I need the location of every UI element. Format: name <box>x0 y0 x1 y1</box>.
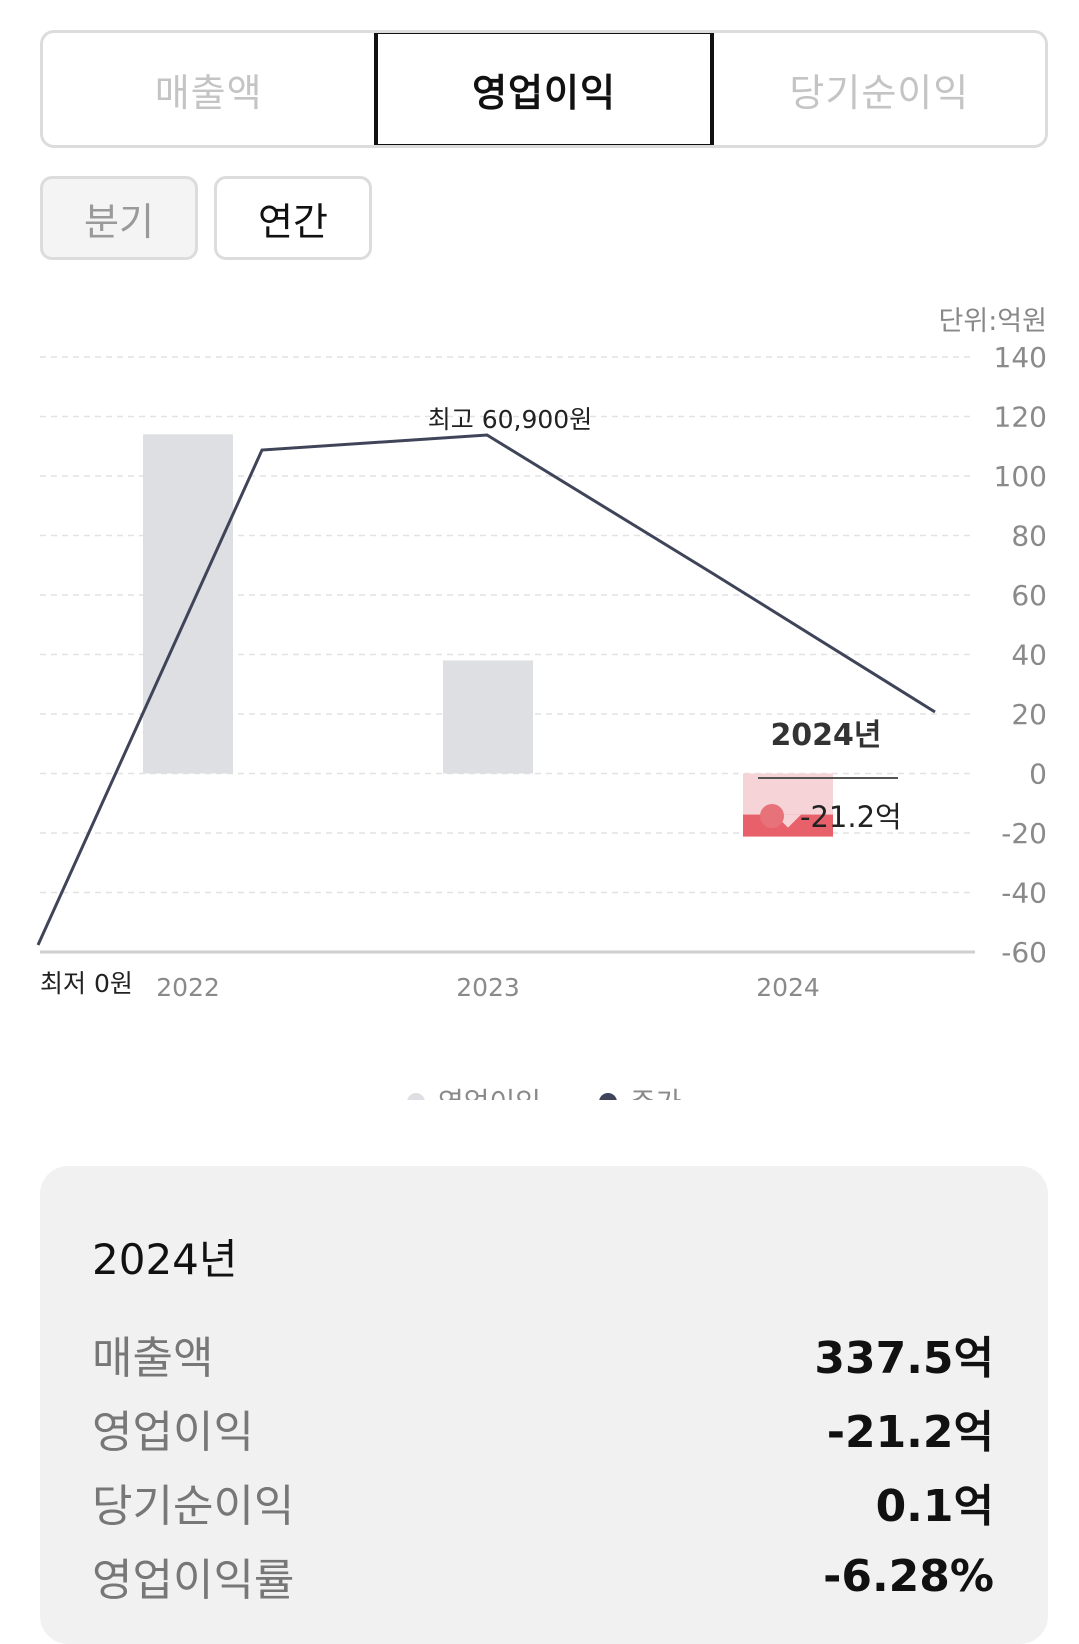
tab-net-income[interactable]: 당기순이익 <box>789 70 970 115</box>
annual-button[interactable]: 연간 <box>214 176 372 260</box>
quarterly-button[interactable]: 분기 <box>40 176 198 260</box>
tab-revenue[interactable]: 매출액 <box>154 70 263 115</box>
metric-tabs: 매출액 영업이익 당기순이익 <box>40 30 1048 148</box>
summary-label: 당기순이익 <box>92 1481 295 1532</box>
y-tick-label: 40 <box>1011 639 1047 672</box>
legend-dot-operating-profit <box>407 1093 425 1100</box>
summary-label: 영업이익률 <box>92 1555 295 1606</box>
summary-label: 매출액 <box>92 1333 214 1384</box>
summary-value: 337.5억 <box>814 1333 994 1384</box>
legend-dot-stock-price <box>599 1093 617 1100</box>
legend-label-operating-profit: 영업이익 <box>438 1086 541 1100</box>
y-axis-ticks: 140 120 100 80 60 40 20 0 -20 -40 -60 <box>994 341 1047 969</box>
y-tick-label: 80 <box>1011 520 1047 553</box>
summary-value: -6.28% <box>823 1550 994 1602</box>
y-tick-label: 20 <box>1011 698 1047 731</box>
x-axis-labels: 2022 2023 2024 <box>156 973 820 1002</box>
summary-value: 0.1억 <box>875 1481 994 1532</box>
summary-year: 2024년 <box>92 1235 238 1284</box>
tooltip-2024: 2024년 -21.2억 <box>758 718 902 834</box>
summary-value: -21.2억 <box>826 1407 994 1458</box>
summary-panel: 2024년 매출액 337.5억 영업이익 -21.2억 당기순이익 0.1억 … <box>40 1166 1048 1644</box>
y-tick-label: 60 <box>1011 579 1047 612</box>
x-tick-label: 2022 <box>156 973 220 1002</box>
tooltip-dot <box>760 804 784 828</box>
summary-label: 영업이익 <box>92 1407 254 1458</box>
y-tick-label: 140 <box>994 341 1047 374</box>
low-price-annotation: 최저 0원 <box>40 969 133 998</box>
tooltip-value: -21.2억 <box>800 800 902 834</box>
summary-row-operating-profit: 영업이익 -21.2억 <box>92 1391 994 1465</box>
x-tick-label: 2024 <box>756 973 820 1002</box>
stock-price-line <box>36 433 936 946</box>
bars <box>143 434 833 837</box>
bar[interactable] <box>143 434 233 774</box>
high-price-annotation: 최고 60,900원 <box>428 405 592 434</box>
y-tick-label: 0 <box>1029 758 1047 791</box>
summary-row-net-income: 당기순이익 0.1억 <box>92 1465 994 1539</box>
legend-label-stock-price: 주가 <box>630 1086 682 1100</box>
unit-label: 단위:억원 <box>939 306 1047 337</box>
y-tick-label: -60 <box>1001 936 1047 969</box>
tooltip-year: 2024년 <box>770 718 881 753</box>
summary-row-operating-margin: 영업이익률 -6.28% <box>92 1539 994 1613</box>
legend: 영업이익 주가 <box>407 1086 682 1100</box>
y-tick-label: 120 <box>994 401 1047 434</box>
bar[interactable] <box>443 660 533 774</box>
y-tick-label: -20 <box>1001 817 1047 850</box>
tab-operating-profit[interactable]: 영업이익 <box>374 33 714 145</box>
summary-row-revenue: 매출액 337.5억 <box>92 1317 994 1391</box>
x-tick-label: 2023 <box>456 973 520 1002</box>
period-toggle: 분기 연간 <box>40 176 372 260</box>
y-tick-label: 100 <box>994 460 1047 493</box>
y-tick-label: -40 <box>1001 877 1047 910</box>
